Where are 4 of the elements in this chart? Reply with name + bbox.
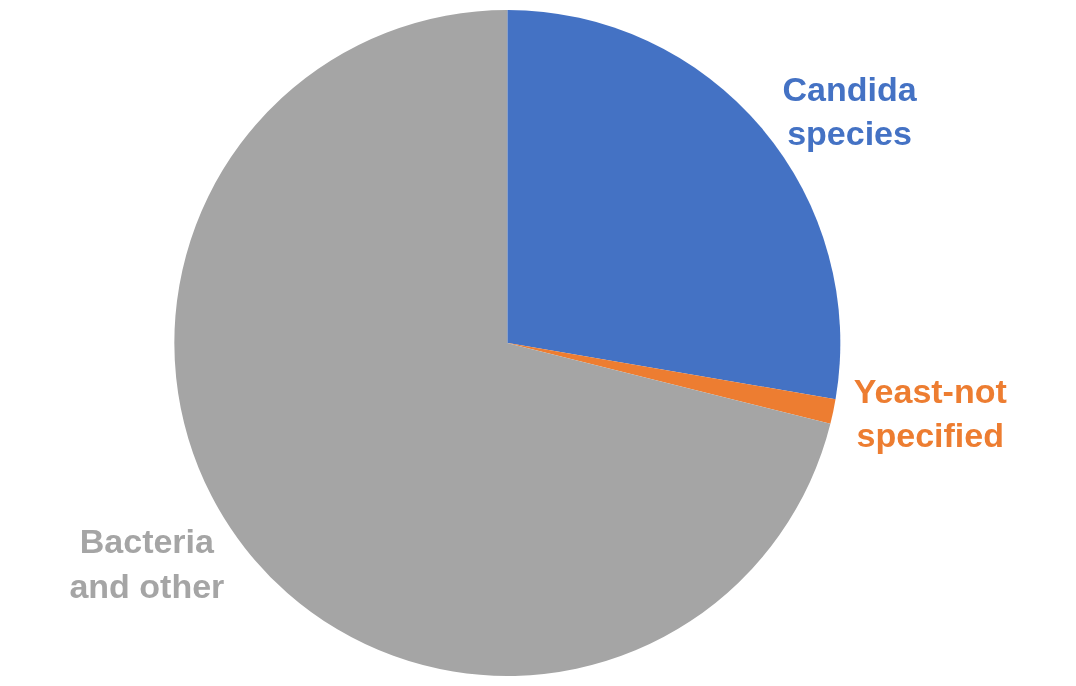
slice-label: Yeast-not specified (853, 372, 1007, 455)
pie-slice (507, 343, 836, 424)
slice-label: Bacteria and other (69, 522, 225, 605)
slice-label: Candida species (782, 70, 918, 153)
